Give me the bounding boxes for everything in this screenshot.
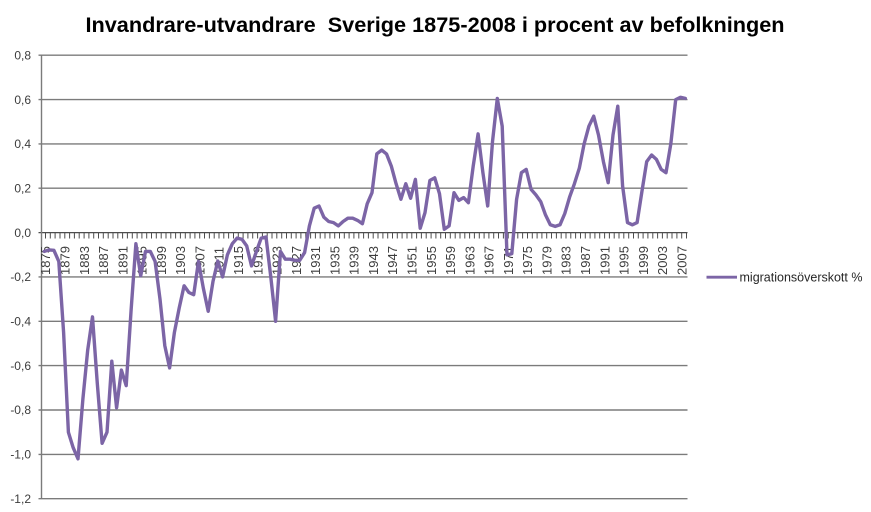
svg-text:-1,0: -1,0 (10, 448, 31, 462)
svg-text:migrationsöverskott %: migrationsöverskott % (740, 271, 863, 285)
svg-text:1899: 1899 (154, 246, 169, 275)
svg-text:1931: 1931 (308, 246, 323, 275)
svg-text:1987: 1987 (578, 246, 593, 275)
svg-text:0,4: 0,4 (14, 137, 31, 151)
svg-text:1975: 1975 (520, 246, 535, 275)
svg-text:1959: 1959 (443, 246, 458, 275)
svg-text:-0,6: -0,6 (10, 359, 31, 373)
svg-text:1995: 1995 (617, 246, 632, 275)
svg-text:1999: 1999 (636, 246, 651, 275)
svg-text:2007: 2007 (674, 246, 689, 275)
svg-text:1935: 1935 (327, 246, 342, 275)
svg-text:1875: 1875 (38, 246, 53, 275)
svg-text:0,2: 0,2 (14, 181, 31, 195)
svg-text:-1,2: -1,2 (10, 492, 31, 506)
svg-text:0,8: 0,8 (14, 48, 31, 62)
svg-text:1947: 1947 (385, 246, 400, 275)
svg-text:Invandrare-utvandrare Sverige: Invandrare-utvandrare Sverige 1875-2008 … (85, 12, 784, 37)
svg-text:1943: 1943 (366, 246, 381, 275)
svg-text:1939: 1939 (347, 246, 362, 275)
svg-text:-0,8: -0,8 (10, 403, 31, 417)
svg-text:0,6: 0,6 (14, 93, 31, 107)
svg-text:1967: 1967 (482, 246, 497, 275)
svg-text:2003: 2003 (655, 246, 670, 275)
svg-text:1963: 1963 (462, 246, 477, 275)
svg-text:1903: 1903 (173, 246, 188, 275)
svg-text:-0,4: -0,4 (10, 315, 31, 329)
svg-text:1983: 1983 (559, 246, 574, 275)
svg-text:1955: 1955 (424, 246, 439, 275)
svg-text:1915: 1915 (231, 246, 246, 275)
svg-text:-0,2: -0,2 (10, 270, 31, 284)
svg-text:1887: 1887 (96, 246, 111, 275)
svg-text:1979: 1979 (539, 246, 554, 275)
svg-text:0,0: 0,0 (14, 226, 31, 240)
svg-text:1883: 1883 (77, 246, 92, 275)
svg-text:1991: 1991 (597, 246, 612, 275)
svg-text:1951: 1951 (405, 246, 420, 275)
svg-text:1891: 1891 (115, 246, 130, 275)
svg-text:1879: 1879 (58, 246, 73, 275)
